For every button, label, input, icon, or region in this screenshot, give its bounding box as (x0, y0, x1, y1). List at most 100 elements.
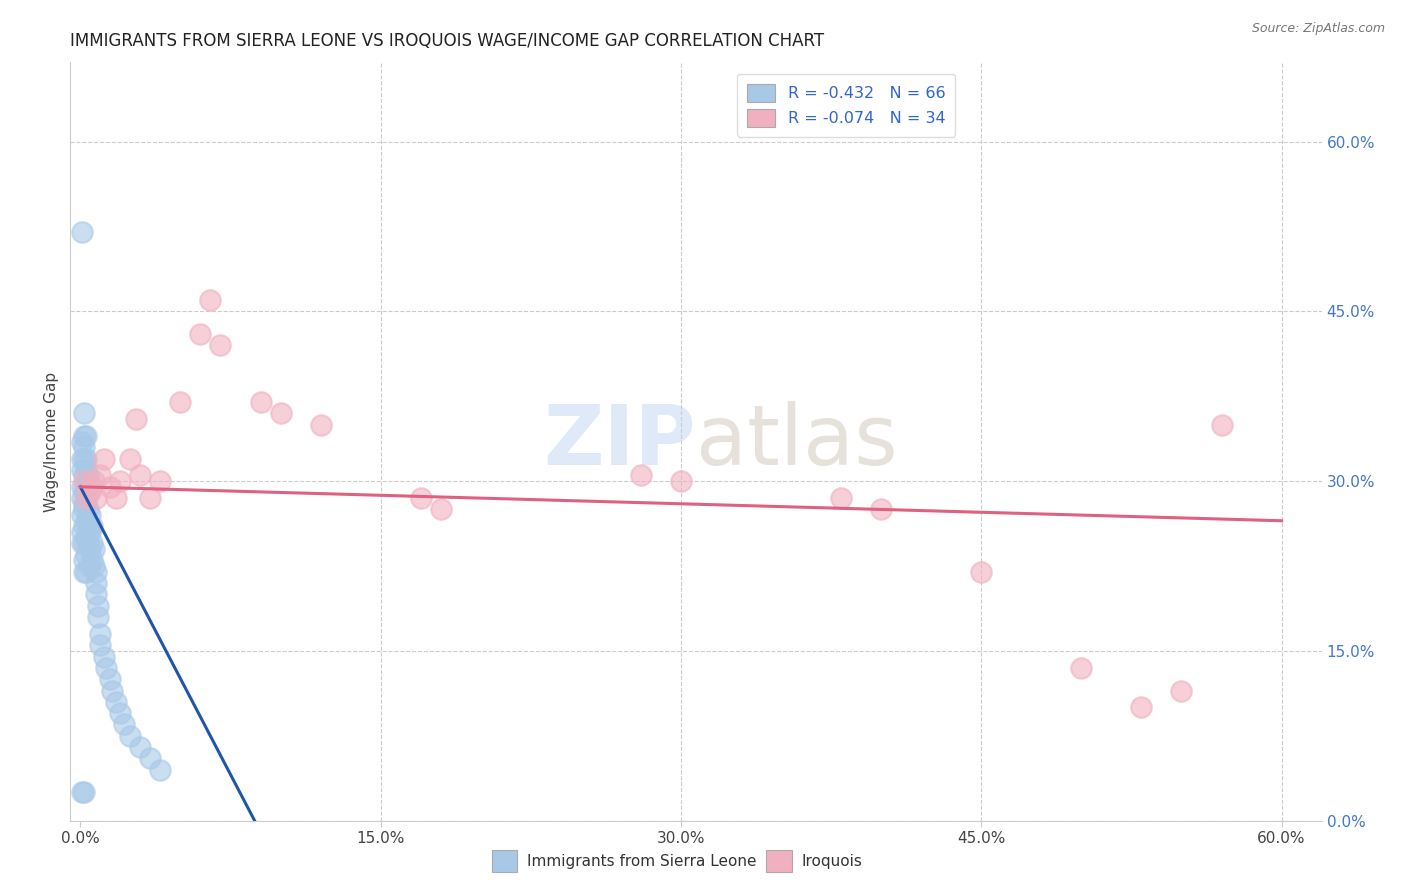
Point (83, 559, 105, 574)
Point (112, 717, 135, 731)
Point (209, 338, 232, 352)
Point (77, 502, 100, 516)
Point (72, 434, 94, 449)
Point (73, 474, 96, 488)
Point (73, 468, 96, 483)
Point (105, 491, 128, 505)
Point (75, 463, 97, 477)
Point (98, 480, 121, 494)
Point (89, 468, 111, 483)
Legend: R = -0.432   N = 66, R = -0.074   N = 34: R = -0.432 N = 66, R = -0.074 N = 34 (737, 74, 955, 136)
Point (139, 751, 162, 765)
Point (105, 695, 128, 709)
Point (72, 480, 94, 494)
Point (270, 406, 292, 420)
Point (72, 491, 94, 505)
Point (73, 785, 96, 799)
Point (73, 565, 96, 579)
Point (73, 519, 96, 533)
Point (125, 412, 148, 426)
Point (129, 468, 152, 483)
Point (120, 729, 142, 743)
Point (190, 326, 212, 341)
Point (96, 661, 118, 675)
Point (1170, 683, 1192, 698)
Point (79, 524, 101, 539)
Text: Source: ZipAtlas.com: Source: ZipAtlas.com (1251, 22, 1385, 36)
Point (83, 474, 105, 488)
Point (139, 491, 162, 505)
Point (79, 508, 101, 522)
Point (75, 491, 97, 505)
Point (86, 565, 108, 579)
Point (79, 542, 101, 557)
Point (73, 440, 96, 454)
Point (1070, 661, 1092, 675)
Point (82, 553, 104, 567)
Point (200, 293, 222, 307)
Point (75, 451, 97, 466)
Point (86, 587, 108, 601)
Point (73, 553, 96, 567)
Point (77, 519, 100, 533)
Point (72, 225, 94, 239)
Point (83, 542, 105, 557)
Point (73, 485, 96, 500)
Point (72, 785, 94, 799)
Text: ZIP: ZIP (544, 401, 696, 482)
Point (82, 536, 104, 550)
Point (73, 406, 96, 420)
Point (129, 740, 152, 755)
Point (110, 474, 132, 488)
Point (93, 649, 115, 664)
Point (75, 497, 97, 511)
Point (110, 706, 132, 720)
Point (169, 395, 191, 409)
Point (75, 480, 97, 494)
Point (72, 536, 94, 550)
Point (77, 474, 100, 488)
Point (149, 763, 172, 777)
Y-axis label: Wage/Income Gap: Wage/Income Gap (44, 371, 59, 512)
Point (93, 451, 115, 466)
Point (630, 468, 652, 483)
Point (87, 599, 110, 613)
Point (77, 485, 100, 500)
Point (75, 531, 97, 545)
Point (75, 429, 97, 443)
Point (79, 559, 101, 574)
Point (75, 565, 97, 579)
Point (86, 576, 108, 591)
Point (409, 491, 432, 505)
Point (72, 463, 94, 477)
Point (429, 502, 451, 516)
Text: IMMIGRANTS FROM SIERRA LEONE VS IROQUOIS WAGE/INCOME GAP CORRELATION CHART: IMMIGRANTS FROM SIERRA LEONE VS IROQUOIS… (70, 32, 824, 50)
Point (89, 627, 111, 641)
Point (870, 502, 893, 516)
Point (82, 480, 104, 494)
Point (120, 451, 142, 466)
Point (72, 508, 94, 522)
Point (77, 536, 100, 550)
Point (98, 672, 121, 686)
Point (1211, 417, 1233, 432)
Point (1130, 700, 1153, 714)
Point (73, 497, 96, 511)
Point (73, 502, 96, 516)
Point (77, 468, 100, 483)
Point (72, 451, 94, 466)
Point (82, 519, 104, 533)
Point (249, 395, 271, 409)
Point (75, 548, 97, 562)
Point (86, 491, 108, 505)
Point (72, 524, 94, 539)
Point (669, 474, 692, 488)
Point (830, 491, 852, 505)
Point (89, 638, 111, 652)
Point (73, 536, 96, 550)
Point (73, 429, 96, 443)
Point (309, 417, 332, 432)
Point (970, 565, 993, 579)
Point (87, 610, 110, 624)
Point (79, 519, 101, 533)
